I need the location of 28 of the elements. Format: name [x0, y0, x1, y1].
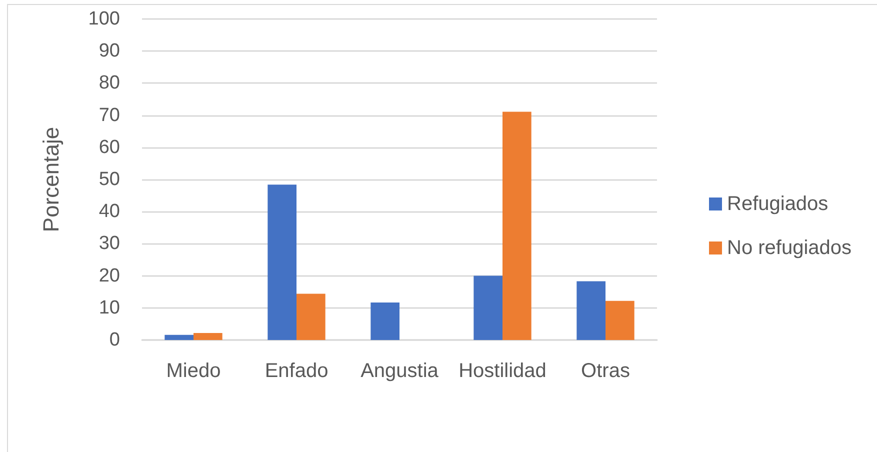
y-tick-label: 100	[88, 8, 120, 30]
y-tick-label: 50	[98, 169, 120, 190]
x-tick-label: Angustia	[360, 360, 440, 382]
y-tick-label: 60	[98, 136, 120, 158]
bar	[576, 281, 606, 340]
y-tick-label: 20	[98, 265, 120, 286]
bar	[474, 276, 502, 340]
y-tick-label: 0	[109, 330, 120, 350]
y-axis-title: Porcentaje	[38, 126, 64, 232]
y-tick-label: 40	[98, 201, 120, 222]
bar	[268, 184, 296, 340]
y-tick-label: 30	[98, 233, 120, 254]
bar	[194, 332, 222, 340]
bar	[502, 112, 532, 340]
x-tick-label: Miedo	[166, 360, 221, 382]
y-tick-label: 90	[98, 40, 120, 62]
y-tick-label: 80	[98, 72, 120, 94]
y-tick-label: 10	[98, 297, 120, 318]
bar	[164, 334, 194, 340]
bar	[370, 302, 400, 340]
legend-label: No refugiados	[727, 237, 852, 259]
x-tick-label: Enfado	[264, 360, 328, 382]
x-tick-label: Hostilidad	[458, 360, 546, 382]
legend-label: Refugiados	[727, 193, 828, 215]
bar	[296, 294, 326, 340]
x-tick-label: Otras	[581, 360, 630, 382]
y-tick-label: 70	[98, 104, 120, 126]
bar	[606, 300, 634, 340]
